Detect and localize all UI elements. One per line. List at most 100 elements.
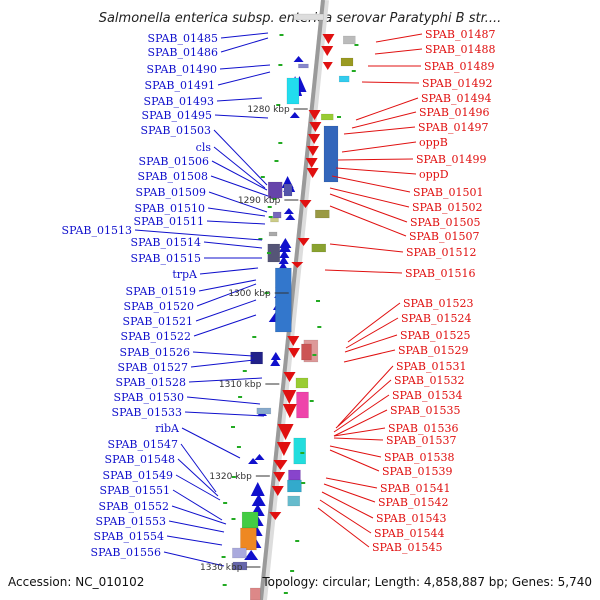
left-gene-label[interactable]: SPAB_01514 <box>131 236 201 249</box>
gene-feature-block[interactable] <box>293 13 324 21</box>
reverse-gene-arrow[interactable] <box>321 46 334 56</box>
right-gene-label[interactable]: SPAB_01489 <box>424 60 494 73</box>
forward-gene-arrow[interactable] <box>248 458 259 464</box>
right-gene-label[interactable]: SPAB_01505 <box>410 216 480 229</box>
reverse-gene-arrow[interactable] <box>306 146 319 156</box>
reverse-gene-arrow[interactable] <box>299 200 312 208</box>
reverse-gene-arrow[interactable] <box>306 168 319 178</box>
left-gene-label[interactable]: SPAB_01511 <box>134 215 204 228</box>
right-gene-label[interactable]: SPAB_01535 <box>390 404 460 417</box>
right-gene-label[interactable]: SPAB_01507 <box>409 230 479 243</box>
reverse-gene-arrow[interactable] <box>273 460 288 470</box>
right-gene-label[interactable]: SPAB_01542 <box>378 496 448 509</box>
gene-feature-block[interactable] <box>250 351 263 365</box>
gene-feature-block[interactable] <box>295 377 309 389</box>
gene-feature-block[interactable] <box>283 183 293 197</box>
forward-gene-arrow[interactable] <box>244 550 259 560</box>
right-gene-label[interactable]: SPAB_01545 <box>372 541 442 554</box>
left-gene-label[interactable]: SPAB_01486 <box>148 46 218 59</box>
gene-feature-block[interactable] <box>298 63 309 69</box>
left-gene-label[interactable]: SPAB_01485 <box>148 32 218 45</box>
forward-gene-arrow[interactable] <box>285 214 296 220</box>
reverse-gene-arrow[interactable] <box>322 34 335 44</box>
left-gene-label[interactable]: SPAB_01493 <box>144 95 214 108</box>
right-gene-label[interactable]: SPAB_01512 <box>406 246 476 259</box>
reverse-gene-arrow[interactable] <box>271 486 284 496</box>
left-gene-label[interactable]: SPAB_01503 <box>141 124 211 137</box>
right-gene-label[interactable]: SPAB_01541 <box>380 482 450 495</box>
left-gene-label[interactable]: trpA <box>172 268 198 281</box>
gene-feature-block[interactable] <box>293 437 307 465</box>
right-gene-label[interactable]: SPAB_01534 <box>392 389 462 402</box>
gene-feature-block[interactable] <box>275 267 292 333</box>
reverse-gene-arrow[interactable] <box>305 158 318 168</box>
gene-feature-block[interactable] <box>311 243 327 253</box>
left-gene-label[interactable]: SPAB_01548 <box>105 453 175 466</box>
forward-gene-arrow[interactable] <box>251 494 266 506</box>
gene-feature-block[interactable] <box>301 343 312 361</box>
reverse-gene-arrow[interactable] <box>322 62 333 70</box>
reverse-gene-arrow[interactable] <box>277 424 294 440</box>
left-gene-label[interactable]: SPAB_01495 <box>142 109 212 122</box>
forward-gene-arrow[interactable] <box>270 352 281 360</box>
reverse-gene-arrow[interactable] <box>283 372 296 382</box>
reverse-gene-arrow[interactable] <box>288 348 301 358</box>
right-gene-label[interactable]: SPAB_01501 <box>413 186 483 199</box>
left-gene-label[interactable]: SPAB_01553 <box>96 515 166 528</box>
right-gene-label[interactable]: SPAB_01544 <box>374 527 444 540</box>
right-gene-label[interactable]: SPAB_01487 <box>425 28 495 41</box>
left-gene-label[interactable]: SPAB_01508 <box>138 170 208 183</box>
right-gene-label[interactable]: SPAB_01502 <box>412 201 482 214</box>
left-gene-label[interactable]: SPAB_01526 <box>120 346 190 359</box>
right-gene-label[interactable]: SPAB_01524 <box>401 312 471 325</box>
left-gene-label[interactable]: SPAB_01530 <box>114 391 184 404</box>
gene-feature-block[interactable] <box>323 125 339 183</box>
left-gene-label[interactable]: SPAB_01506 <box>139 155 209 168</box>
left-gene-label[interactable]: SPAB_01552 <box>99 500 169 513</box>
left-gene-label[interactable]: SPAB_01527 <box>118 361 188 374</box>
left-gene-label[interactable]: SPAB_01515 <box>131 252 201 265</box>
right-gene-label[interactable]: SPAB_01499 <box>416 153 486 166</box>
forward-gene-arrow[interactable] <box>278 242 291 252</box>
right-gene-label[interactable]: SPAB_01536 <box>388 422 458 435</box>
gene-feature-block[interactable] <box>256 407 272 415</box>
reverse-gene-arrow[interactable] <box>276 442 291 456</box>
right-gene-label[interactable]: oppD <box>419 168 449 181</box>
forward-gene-arrow[interactable] <box>270 358 281 366</box>
reverse-gene-arrow[interactable] <box>273 472 286 482</box>
right-gene-label[interactable]: SPAB_01516 <box>405 267 475 280</box>
gene-feature-block[interactable] <box>288 469 301 481</box>
right-gene-label[interactable]: SPAB_01532 <box>394 374 464 387</box>
left-gene-label[interactable]: SPAB_01520 <box>124 300 194 313</box>
gene-feature-block[interactable] <box>286 77 300 105</box>
right-gene-label[interactable]: SPAB_01543 <box>376 512 446 525</box>
left-gene-label[interactable]: SPAB_01519 <box>126 285 196 298</box>
gene-feature-block[interactable] <box>272 211 282 219</box>
gene-feature-block[interactable] <box>232 561 248 571</box>
gene-feature-block[interactable] <box>296 391 309 419</box>
right-gene-label[interactable]: SPAB_01537 <box>386 434 456 447</box>
left-gene-label[interactable]: SPAB_01533 <box>112 406 182 419</box>
reverse-gene-arrow[interactable] <box>297 238 310 246</box>
gene-feature-block[interactable] <box>268 231 278 237</box>
right-gene-label[interactable]: SPAB_01538 <box>384 451 454 464</box>
right-gene-label[interactable]: SPAB_01529 <box>398 344 468 357</box>
gene-feature-block[interactable] <box>338 75 350 83</box>
forward-gene-arrow[interactable] <box>283 208 294 214</box>
forward-gene-arrow[interactable] <box>250 482 265 496</box>
reverse-gene-arrow[interactable] <box>309 122 322 132</box>
reverse-gene-arrow[interactable] <box>282 390 297 404</box>
reverse-gene-arrow[interactable] <box>269 512 282 520</box>
left-gene-label[interactable]: SPAB_01491 <box>145 79 215 92</box>
left-gene-label[interactable]: SPAB_01510 <box>135 202 205 215</box>
forward-gene-arrow[interactable] <box>278 256 289 264</box>
right-gene-label[interactable]: oppB <box>419 136 448 149</box>
gene-feature-block[interactable] <box>270 217 279 223</box>
right-gene-label[interactable]: SPAB_01488 <box>425 43 495 56</box>
right-gene-label[interactable]: SPAB_01494 <box>421 92 491 105</box>
gene-feature-block[interactable] <box>241 511 259 529</box>
left-gene-label[interactable]: SPAB_01490 <box>147 63 217 76</box>
left-gene-label[interactable]: SPAB_01551 <box>100 484 170 497</box>
reverse-gene-arrow[interactable] <box>282 404 297 418</box>
left-gene-label[interactable]: SPAB_01521 <box>123 315 193 328</box>
